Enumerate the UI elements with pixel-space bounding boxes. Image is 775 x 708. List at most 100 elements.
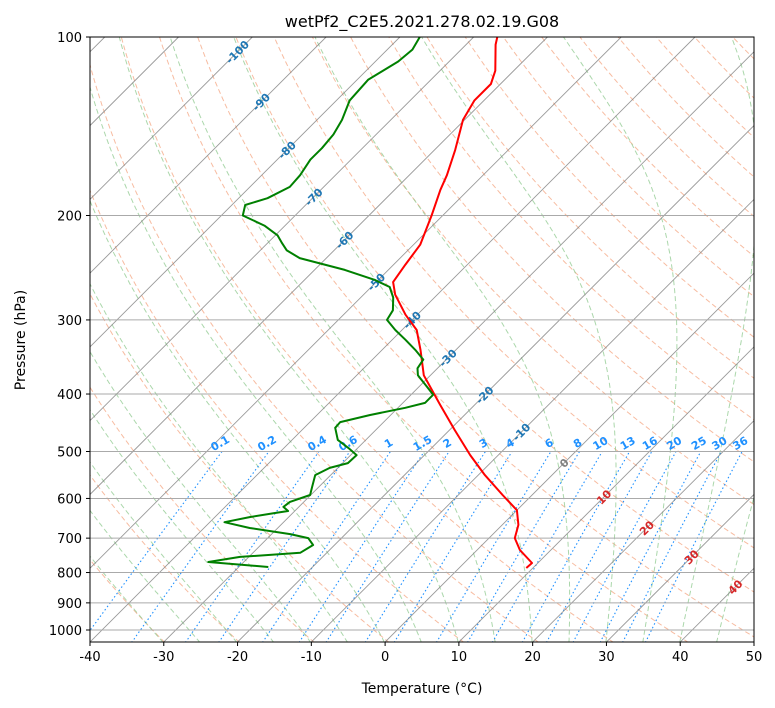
isotherm-line: [605, 493, 754, 642]
isotherm-label: 30: [682, 547, 702, 567]
mixing-ratio-line: [131, 451, 270, 642]
mixing-ratio-label: 36: [730, 434, 750, 453]
dry-adiabat-line: [90, 386, 315, 642]
isotherm-line: [163, 51, 754, 642]
mixing-ratio-line: [185, 451, 320, 642]
dry-adiabat-line: [655, 37, 754, 139]
dry-adiabat-line: [273, 37, 754, 549]
isotherm-line: [90, 37, 327, 274]
y-axis-label: Pressure (hPa): [13, 290, 29, 390]
moist-adiabat-line: [90, 461, 238, 642]
moist-adiabat-line: [679, 37, 754, 642]
x-tick-label: -30: [153, 650, 174, 665]
isotherm-label: 10: [594, 487, 614, 507]
x-tick-label: 20: [524, 650, 541, 665]
mixing-ratio-label: 30: [710, 434, 730, 453]
y-tick-label: 200: [57, 210, 82, 225]
x-tick-label: 50: [746, 650, 763, 665]
chart-title: wetPf2_C2E5.2021.278.02.19.G08: [285, 12, 559, 32]
isotherm-label: -60: [333, 228, 356, 251]
isotherm-line: [90, 37, 253, 200]
dewpoint-trace: [207, 37, 435, 568]
isotherm-line: [90, 37, 622, 569]
mixing-ratio-label: 16: [640, 434, 660, 453]
moist-adiabat-line: [90, 85, 422, 642]
y-tick-label: 700: [57, 532, 82, 547]
moist-adiabat-line: [118, 37, 459, 642]
isotherm-line: [310, 198, 754, 642]
y-tick-label: 500: [57, 445, 82, 460]
dry-adiabat-line: [694, 37, 754, 99]
dry-adiabat-line: [120, 37, 614, 642]
sounding-traces: [207, 37, 533, 569]
y-tick-label: 300: [57, 314, 82, 329]
mixing-ratio-label: 0.4: [305, 433, 329, 454]
mixing-ratio-label: 2: [441, 436, 454, 451]
mixing-ratio-label: 13: [618, 434, 638, 453]
mixing-ratio-label: 25: [689, 434, 709, 453]
isotherm-line: [384, 272, 754, 642]
dry-adiabat-line: [90, 558, 165, 642]
isotherm-label: -90: [250, 90, 273, 113]
isotherm-label: -100: [223, 38, 252, 67]
mixing-ratio-line: [521, 451, 631, 642]
x-tick-label: -40: [79, 650, 100, 665]
moist-adiabat-line: [421, 37, 617, 642]
y-tick-label: 1000: [49, 624, 82, 639]
mixing-ratio-line: [298, 451, 425, 642]
mixing-ratio-line: [325, 451, 450, 642]
isotherm-line: [753, 641, 754, 642]
isotherm-line: [90, 37, 696, 642]
moist-adiabat-line: [716, 495, 754, 642]
dry-adiabat-line: [159, 37, 689, 642]
mixing-ratio-label: 0.1: [209, 433, 232, 454]
moist-adiabat-line: [90, 199, 385, 642]
moist-adiabat-line: [563, 37, 678, 642]
y-tick-label: 400: [57, 388, 82, 403]
mixing-ratio-line: [645, 451, 743, 642]
mixing-ratio-label: 20: [664, 434, 684, 453]
moist-adiabat-line: [90, 350, 311, 642]
isotherm-line: [458, 346, 754, 642]
mixing-ratio-line: [262, 451, 391, 642]
isotherm-label: -10: [510, 420, 533, 443]
x-tick-label: 0: [381, 650, 389, 665]
dry-adiabat-line: [90, 474, 240, 642]
x-tick-label: 40: [672, 650, 689, 665]
background-lines: [90, 37, 775, 643]
isotherm-line: [532, 420, 754, 642]
y-tick-label: 800: [57, 567, 82, 582]
isotherm-label: -80: [276, 138, 299, 161]
line-labels: 0.1 0.2 0.4 0.6 1 1.5 2 3 4 6 8 10 13 16 20 25 30 36-100-…: [209, 38, 751, 598]
mixing-ratio-label: 0.6: [336, 433, 360, 454]
isotherm-label: 20: [637, 518, 657, 538]
x-tick-label: -20: [227, 650, 248, 665]
dry-adiabat-line: [90, 189, 465, 642]
moist-adiabat-line: [90, 509, 201, 642]
dry-adiabat-line: [90, 292, 390, 642]
x-tick-label: -10: [301, 650, 322, 665]
dry-adiabat-line: [426, 37, 754, 379]
isotherm-label: 0: [557, 456, 572, 471]
mixing-ratio-line: [572, 451, 677, 642]
isotherm-label: -50: [365, 270, 388, 293]
mixing-ratio-line: [622, 451, 722, 642]
isotherm-line: [90, 37, 548, 496]
mixing-ratio-line: [90, 451, 223, 632]
mixing-ratio-line: [546, 451, 653, 642]
axes: -40 -30 -20 -10 0 10 20 30 40 5010020030040050060…: [49, 31, 762, 665]
dry-adiabat-line: [464, 37, 754, 338]
mixing-ratio-line: [218, 451, 351, 642]
dry-adiabat-line: [90, 62, 539, 642]
dry-adiabat-line: [388, 37, 754, 421]
isotherm-label: -70: [302, 185, 325, 208]
moist-adiabat-line: [169, 37, 496, 642]
isotherm-line: [236, 124, 754, 642]
mixing-ratio-line: [436, 451, 552, 642]
dry-adiabat-line: [771, 37, 775, 643]
mixing-ratio-label: 1.5: [411, 433, 434, 454]
moist-adiabat-line: [90, 282, 348, 642]
mixing-ratio-label: 10: [591, 434, 611, 453]
plot-frame: [89, 36, 755, 643]
